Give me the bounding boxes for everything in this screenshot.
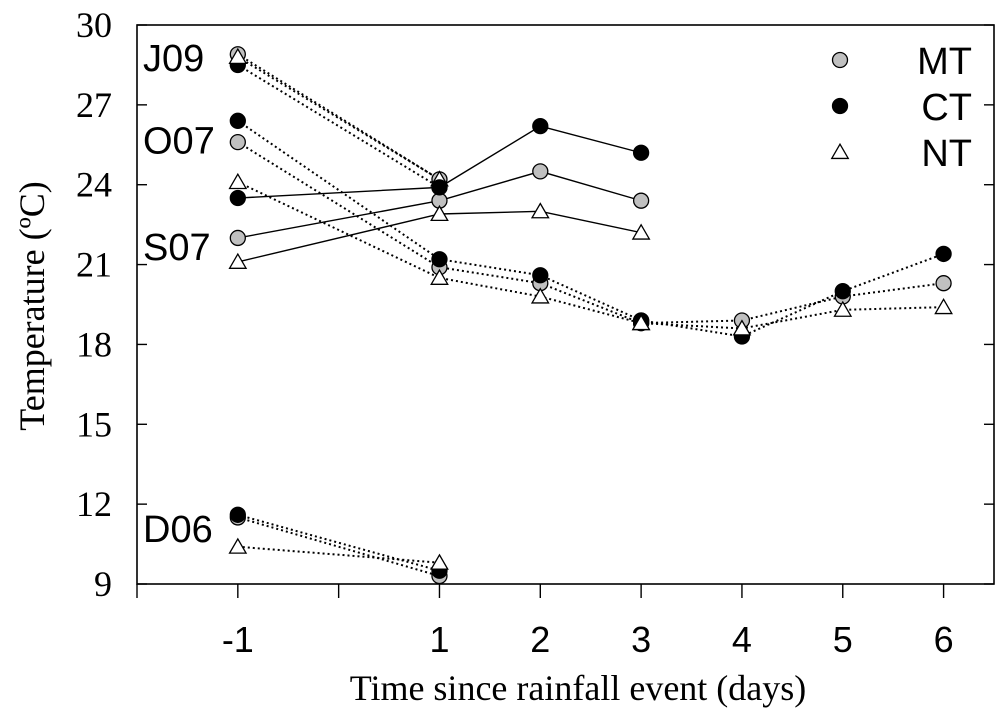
legend-label-ct: CT — [921, 87, 972, 129]
plot-area — [136, 24, 995, 585]
point-s07-ct — [431, 179, 448, 196]
point-o07-nt — [530, 287, 550, 304]
line-o07-ct — [237, 120, 642, 322]
point-segment-ct — [834, 283, 851, 300]
point-s07-ct — [532, 118, 549, 135]
point-s07-ct — [229, 189, 246, 207]
legend-marker-nt — [830, 142, 850, 160]
x-tick-label: -1 — [222, 619, 254, 660]
point-segment-nt — [833, 300, 853, 317]
y-tick-label: 12 — [76, 484, 112, 524]
point-d06-ct — [229, 506, 246, 523]
point-segment-nt — [732, 319, 752, 336]
line-s07-mt — [237, 170, 642, 239]
y-tick-label: 24 — [76, 165, 112, 205]
point-s07-nt — [228, 252, 248, 269]
point-o07-mt — [229, 133, 246, 151]
x-tick-label: 2 — [530, 619, 550, 660]
point-s07-mt — [532, 163, 549, 180]
x-tick-label: 4 — [732, 619, 752, 660]
series-lines — [237, 53, 944, 577]
line-d06-ct — [237, 513, 440, 572]
point-o07-ct — [431, 251, 448, 268]
line-o07-mt — [237, 141, 642, 325]
line-s07-ct — [237, 125, 642, 199]
y-tick-label: 18 — [76, 324, 112, 364]
event-label-d06: D06 — [143, 509, 213, 551]
point-s07-ct — [632, 144, 650, 161]
x-axis: -1 1 2 3 4 5 6 — [136, 584, 954, 660]
point-j09-nt — [228, 47, 248, 65]
event-label-j09: J09 — [143, 38, 204, 80]
line-j09-ct — [237, 64, 440, 189]
line-d06-nt — [237, 545, 440, 564]
point-o07-nt — [430, 268, 449, 285]
event-label-o07: O07 — [143, 120, 215, 162]
line-s07-nt — [237, 210, 642, 263]
point-segment-mt — [935, 275, 952, 292]
point-s07-nt — [631, 223, 651, 240]
y-axis: 9 12 15 18 21 24 27 30 — [76, 5, 994, 604]
point-o07-ct — [229, 112, 246, 129]
line-d06-mt — [237, 516, 440, 577]
x-tick-label: 5 — [833, 619, 853, 660]
event-label-s07: S07 — [143, 227, 211, 269]
y-tick-label: 30 — [76, 5, 112, 45]
point-s07-nt — [530, 202, 550, 219]
point-segment-nt — [631, 313, 651, 331]
event-labels: J09 O07 S07 D06 — [143, 38, 215, 551]
point-segment-nt — [934, 298, 953, 315]
point-o07-nt — [228, 172, 248, 190]
point-s07-nt — [430, 204, 449, 222]
y-axis-title: Temperature (ºC) — [12, 181, 52, 431]
x-tick-label: 1 — [429, 619, 449, 660]
point-segment-ct — [935, 245, 952, 263]
y-tick-label: 15 — [76, 404, 112, 444]
legend-label-nt: NT — [921, 133, 972, 175]
legend-marker-mt — [831, 51, 849, 69]
line-segment-mt — [641, 282, 944, 325]
line-o07-nt — [237, 181, 642, 325]
point-d06-nt — [228, 537, 248, 554]
x-tick-label: 3 — [631, 619, 651, 660]
line-j09-nt — [237, 56, 440, 181]
legend-marker-ct — [831, 97, 849, 115]
point-s07-mt — [229, 229, 246, 247]
y-tick-label: 27 — [76, 85, 112, 125]
point-d06-nt — [430, 553, 449, 570]
y-tick-label: 9 — [94, 564, 112, 604]
legend-label-mt: MT — [917, 41, 972, 83]
plot-frame — [136, 24, 995, 585]
y-tick-label: 21 — [76, 245, 112, 285]
line-segment-nt — [641, 306, 944, 330]
x-tick-label: 6 — [934, 619, 954, 660]
point-o07-ct — [532, 267, 549, 284]
point-s07-mt — [632, 192, 650, 209]
series-points — [228, 46, 953, 585]
line-segment-ct — [640, 252, 944, 338]
x-axis-title: Time since rainfall event (days) — [350, 668, 807, 708]
